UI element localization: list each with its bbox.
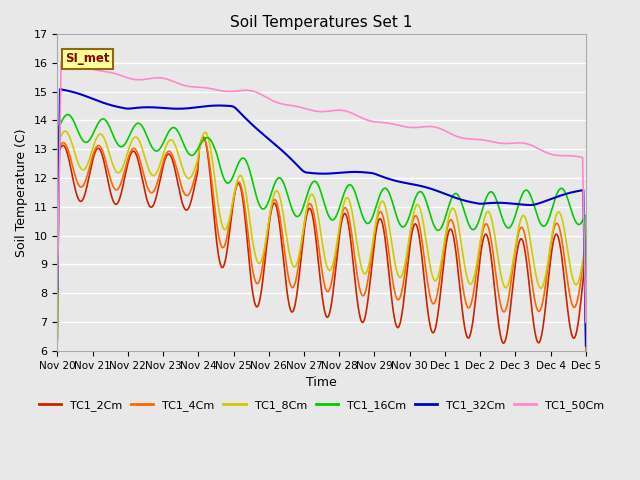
Y-axis label: Soil Temperature (C): Soil Temperature (C) <box>15 128 28 257</box>
Legend: TC1_2Cm, TC1_4Cm, TC1_8Cm, TC1_16Cm, TC1_32Cm, TC1_50Cm: TC1_2Cm, TC1_4Cm, TC1_8Cm, TC1_16Cm, TC1… <box>35 395 609 415</box>
Title: Soil Temperatures Set 1: Soil Temperatures Set 1 <box>230 15 413 30</box>
Text: SI_met: SI_met <box>65 52 110 65</box>
X-axis label: Time: Time <box>307 376 337 389</box>
